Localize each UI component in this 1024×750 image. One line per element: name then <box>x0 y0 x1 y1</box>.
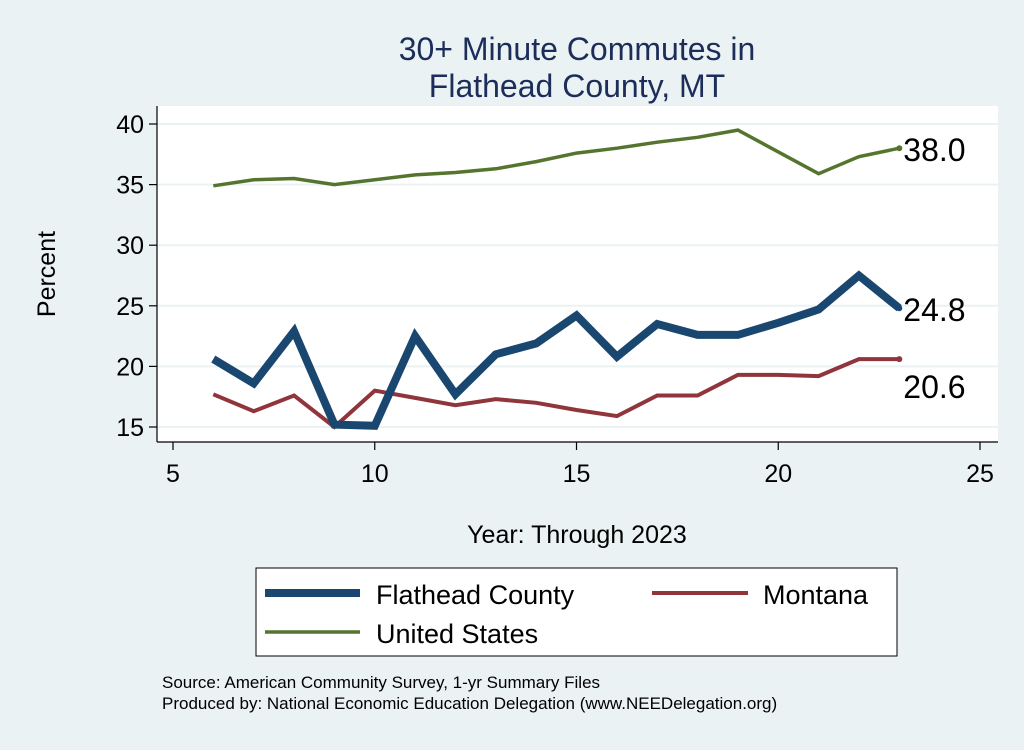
series-layer <box>211 128 903 430</box>
produced-by-note: Produced by: National Economic Education… <box>162 694 777 713</box>
chart-title-line-1: 30+ Minute Commutes in <box>399 31 756 67</box>
series-end-point <box>896 305 903 312</box>
legend-label-flathead-county: Flathead County <box>376 580 575 610</box>
end-labels: 24.8 20.6 38.0 <box>903 132 965 405</box>
chart-title-line-2: Flathead County, MT <box>429 68 725 104</box>
legend-label-united-states: United States <box>376 619 538 649</box>
legend-label-montana: Montana <box>763 580 869 610</box>
legend-box <box>255 567 898 657</box>
y-tick-label: 25 <box>116 293 144 321</box>
series-end-point <box>896 356 903 363</box>
end-label-montana: 20.6 <box>903 369 965 405</box>
legend: Flathead County Montana United States <box>255 567 898 657</box>
x-tick-label: 15 <box>563 460 591 488</box>
y-tick-label: 35 <box>116 172 144 200</box>
y-tick-label: 40 <box>116 111 144 139</box>
x-tick-label: 5 <box>166 460 180 488</box>
y-tick-label: 20 <box>116 353 144 381</box>
end-label-flathead-county: 24.8 <box>903 292 965 328</box>
series-line-flathead-county <box>211 270 902 430</box>
y-tick-label: 30 <box>116 232 144 260</box>
grid-lines <box>157 123 998 428</box>
y-tick-label: 15 <box>116 414 144 442</box>
y-axis-label: Percent <box>33 231 61 317</box>
plot-area <box>157 106 998 442</box>
series-line-united-states <box>213 128 900 188</box>
x-tick-label: 10 <box>361 460 389 488</box>
source-note: Source: American Community Survey, 1-yr … <box>162 673 600 692</box>
series-end-point <box>896 145 903 152</box>
axes: 15 20 25 30 35 40 5 10 15 20 25 <box>116 106 998 488</box>
end-label-united-states: 38.0 <box>903 132 965 168</box>
series-line-montana <box>212 357 900 430</box>
x-tick-label: 20 <box>764 460 792 488</box>
x-tick-label: 25 <box>966 460 994 488</box>
x-axis-label: Year: Through 2023 <box>467 521 687 549</box>
